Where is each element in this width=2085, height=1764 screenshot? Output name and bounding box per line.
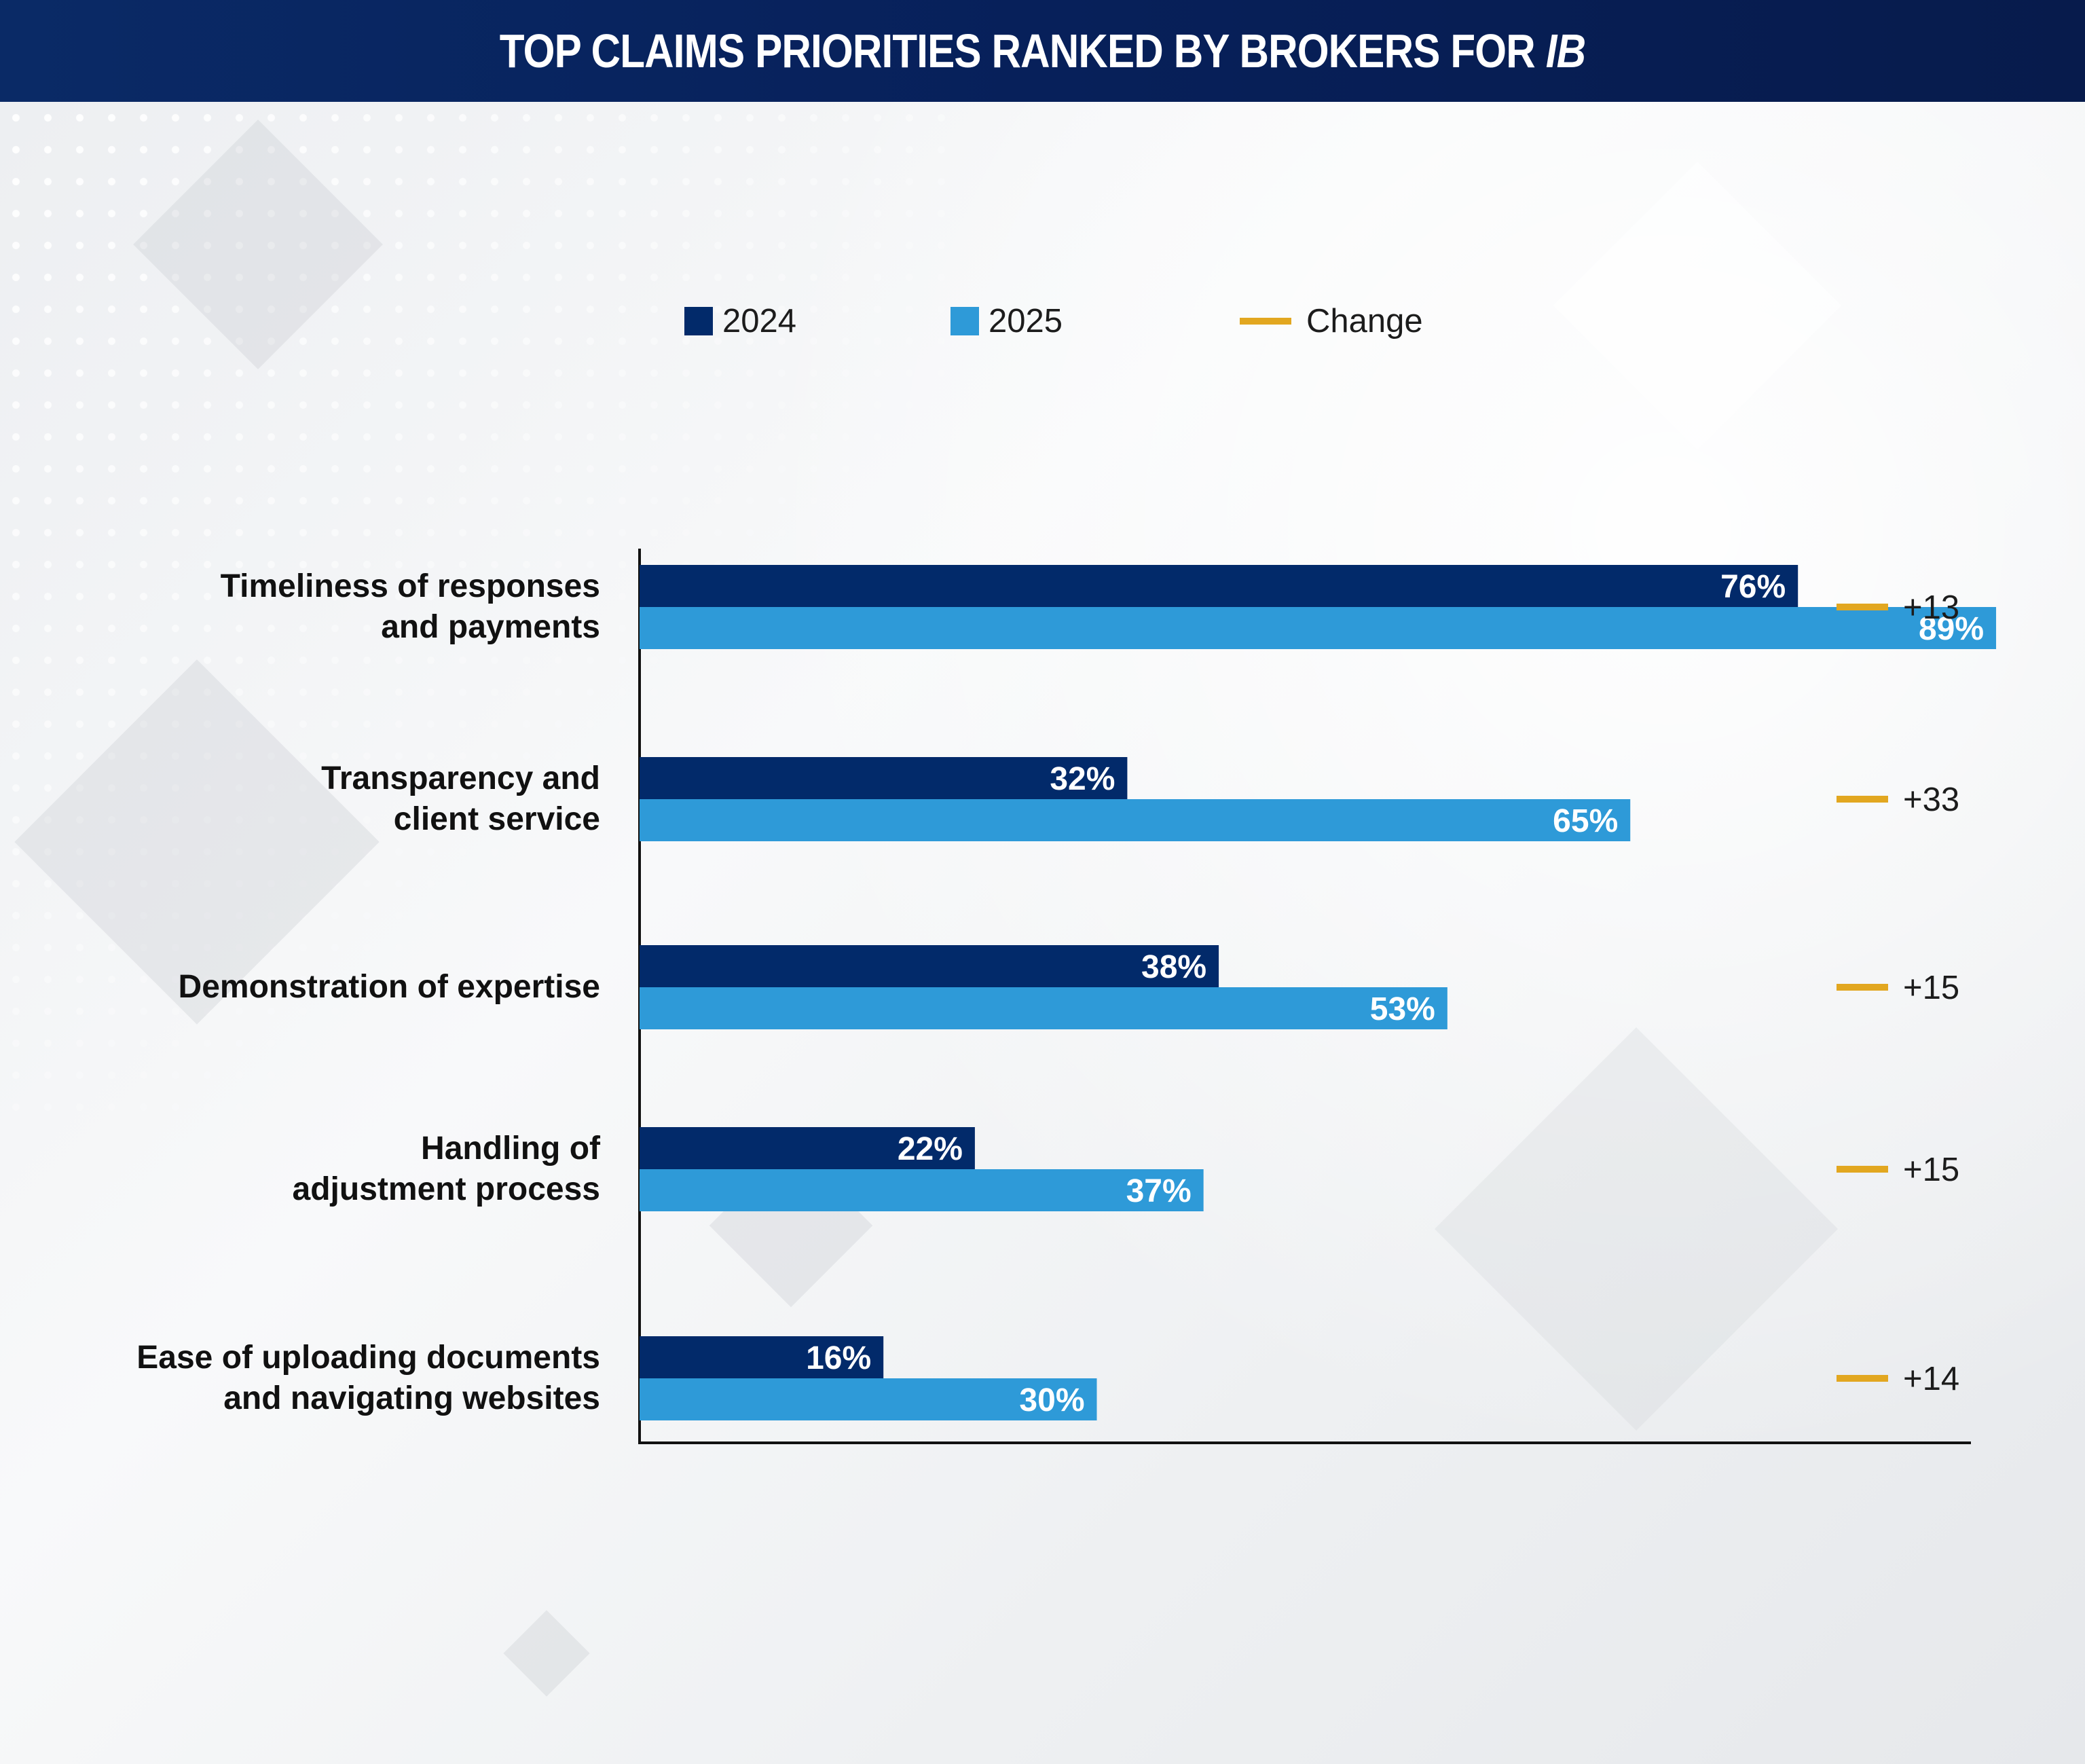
change-marker-2 (1837, 796, 1888, 803)
data-label-2025-2: 65% (1553, 803, 1618, 839)
data-label-2024-2: 32% (1050, 761, 1115, 797)
data-label-2025-3: 53% (1370, 991, 1435, 1027)
legend-label-2025: 2025 (989, 303, 1063, 339)
data-label-2024-3: 38% (1141, 949, 1206, 985)
change-marker-5 (1837, 1375, 1888, 1382)
change-value-1: +13 (1903, 589, 1959, 626)
data-label-2024-5: 16% (806, 1340, 871, 1376)
bar-2025-2 (640, 799, 1631, 841)
bar-2024-2 (640, 757, 1128, 799)
change-value-5: +14 (1903, 1361, 1959, 1397)
data-label-2025-1: 89% (1919, 611, 1984, 647)
data-label-2025-5: 30% (1019, 1382, 1084, 1418)
change-value-2: +33 (1903, 782, 1959, 818)
data-label-2024-1: 76% (1720, 569, 1786, 605)
legend-item-2024: 2024 (684, 302, 796, 340)
bar-2025-1 (640, 607, 1997, 649)
change-value-3: +15 (1903, 970, 1959, 1006)
legend-label-2024: 2024 (722, 303, 797, 339)
legend-swatch-2025 (951, 307, 979, 335)
legend-swatch-2024 (684, 307, 713, 335)
bar-2024-1 (640, 565, 1798, 607)
bar-2024-5 (640, 1336, 884, 1378)
data-label-2024-4: 22% (898, 1131, 963, 1167)
category-label-line: Handling of (421, 1131, 600, 1166)
category-label-1: Timeliness of responses and payments (0, 566, 600, 648)
legend-label-change: Change (1306, 303, 1423, 339)
legend-item-change: Change (1240, 302, 1423, 340)
category-label-3: Demonstration of expertise (0, 967, 600, 1008)
category-label-line: client service (393, 801, 600, 837)
bar-2024-3 (640, 945, 1219, 987)
header-bar: TOP CLAIMS PRIORITIES RANKED BY BROKERS … (0, 0, 2085, 102)
category-label-5: Ease of uploading documents and navigatin… (0, 1338, 600, 1419)
category-label-4: Handling of adjustment process (0, 1128, 600, 1210)
change-marker-3 (1837, 984, 1888, 991)
bar-2025-5 (640, 1378, 1097, 1420)
page-title: TOP CLAIMS PRIORITIES RANKED BY BROKERS … (499, 24, 1586, 77)
category-label-2: Transparency and client service (0, 758, 600, 840)
change-value-4: +15 (1903, 1152, 1959, 1188)
category-label-line: and navigating websites (223, 1380, 600, 1416)
bar-2024-4 (640, 1127, 975, 1169)
category-label-line: adjustment process (292, 1171, 600, 1207)
change-marker-4 (1837, 1166, 1888, 1173)
category-label-line: Transparency and (321, 760, 600, 796)
legend-item-2025: 2025 (951, 302, 1063, 340)
bar-2025-4 (640, 1169, 1204, 1211)
category-label-line: Demonstration of expertise (178, 969, 600, 1005)
category-label-line: Timeliness of responses (220, 568, 600, 604)
legend-swatch-change (1240, 318, 1291, 325)
category-label-line: Ease of uploading documents (136, 1340, 600, 1376)
bar-2025-3 (640, 987, 1447, 1029)
change-marker-1 (1837, 604, 1888, 610)
category-label-line: and payments (381, 609, 600, 645)
data-label-2025-4: 37% (1126, 1173, 1192, 1209)
